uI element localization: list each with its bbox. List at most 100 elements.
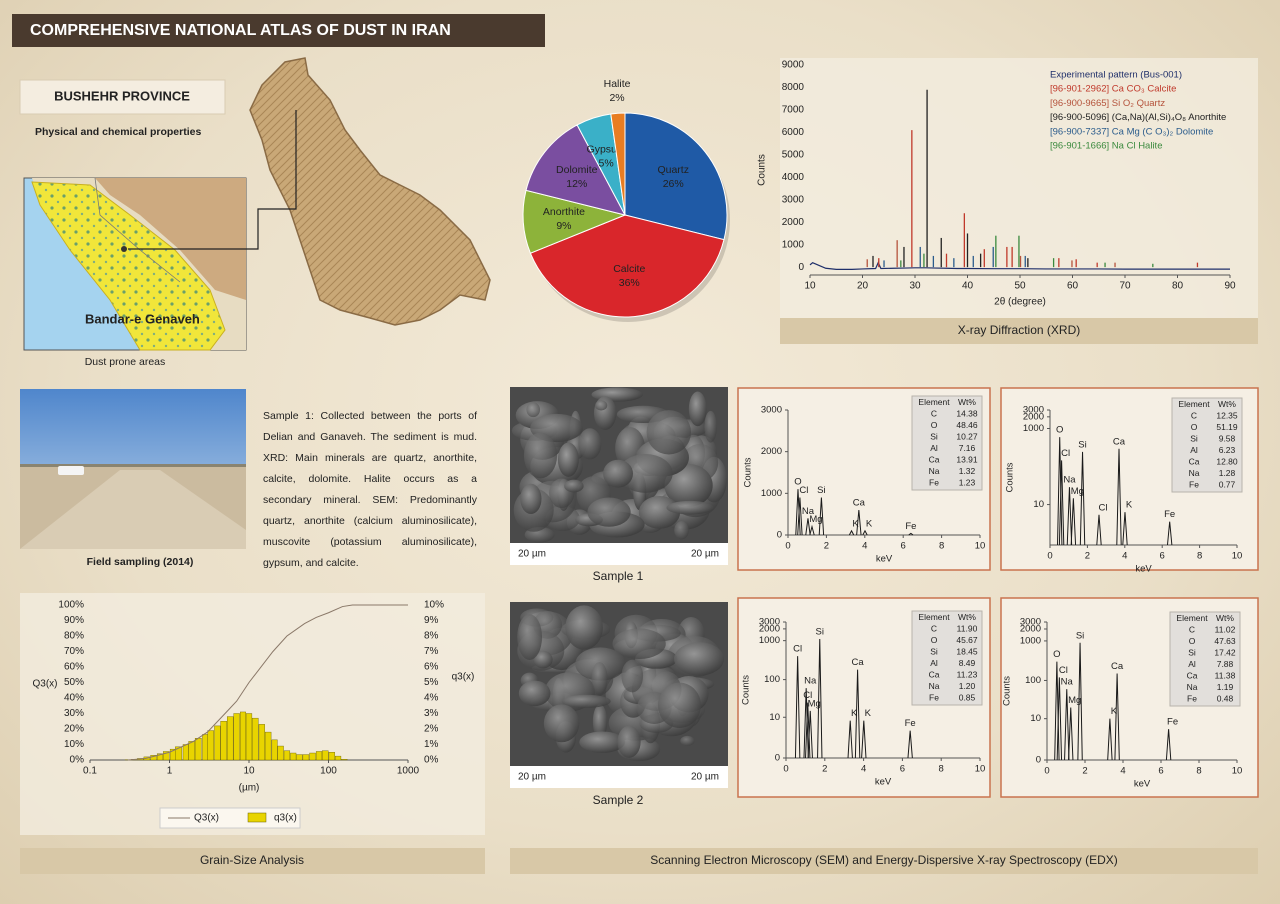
peak-label: Si xyxy=(817,485,825,496)
peak-label: O xyxy=(1053,649,1060,660)
peak-label: Ca xyxy=(1113,436,1126,447)
x-tick-label: 8 xyxy=(1197,551,1202,562)
y-axis-label: Q3(x) xyxy=(33,679,58,690)
diffraction-pattern xyxy=(809,261,1230,270)
x-tick-label: 0 xyxy=(783,764,788,775)
x-tick-label: 50 xyxy=(1014,281,1026,292)
pie-slice xyxy=(529,214,725,318)
sem-particle xyxy=(533,650,553,669)
section-title: X-ray Diffraction (XRD) xyxy=(958,323,1080,337)
y-tick-label: 1000 xyxy=(761,488,782,499)
x-tick-label: 10 xyxy=(1232,766,1243,777)
q3-bar xyxy=(233,713,240,761)
x-tick-label: 1 xyxy=(167,766,173,777)
table-cell: C xyxy=(1189,625,1195,635)
sem-particle xyxy=(674,521,689,540)
table-header: Element xyxy=(918,612,950,622)
y-tick-label: 40% xyxy=(64,693,84,704)
table-cell: C xyxy=(931,409,937,419)
sem-particle xyxy=(664,463,713,507)
spectrum-peak xyxy=(1122,512,1128,546)
y-tick-label: 100 xyxy=(1025,675,1041,686)
table-cell: Si xyxy=(930,647,938,657)
x-tick-label: 0 xyxy=(785,541,790,552)
spectrum-peak xyxy=(809,524,815,536)
table-cell: 1.20 xyxy=(959,681,976,691)
peak-label: Ca xyxy=(852,657,865,668)
table-cell: 11.90 xyxy=(957,624,978,634)
spectrum-peak xyxy=(818,497,825,536)
x-tick-label: 0 xyxy=(1044,766,1049,777)
table-cell: Si xyxy=(1190,434,1198,444)
table-cell: 10.27 xyxy=(956,432,978,442)
table-cell: O xyxy=(1191,422,1198,432)
y-axis-label: Counts xyxy=(757,154,768,186)
y-axis-label: Counts xyxy=(1002,676,1013,706)
table-cell: Al xyxy=(930,658,938,668)
y2-tick-label: 4% xyxy=(424,693,439,704)
table-cell: O xyxy=(931,420,938,430)
table-cell: 51.19 xyxy=(1216,422,1238,432)
table-cell: O xyxy=(931,635,938,645)
y-tick-label: 2000 xyxy=(759,623,780,634)
peak-label: Cl xyxy=(799,485,808,496)
y-tick-label: 8000 xyxy=(782,82,805,93)
q3-bar xyxy=(290,752,297,761)
q3-bar xyxy=(302,754,310,761)
q3-bar xyxy=(220,721,227,761)
y-axis-label: Counts xyxy=(1005,462,1016,492)
province-subtitle: Physical and chemical properties xyxy=(35,126,201,138)
spectrum-peak xyxy=(1116,448,1122,546)
x-tick-label: 10 xyxy=(804,281,816,292)
spectrum-peak xyxy=(1056,677,1063,761)
spectrum-peak xyxy=(1057,437,1063,546)
table-cell: Na xyxy=(929,681,940,691)
table-cell: Ca xyxy=(929,670,940,680)
sem-particle xyxy=(612,628,666,659)
sem-particle xyxy=(520,483,542,515)
spectrum-peak xyxy=(1070,498,1077,546)
slice-value: 12% xyxy=(566,178,587,190)
q3-bar xyxy=(277,745,284,761)
edx-table xyxy=(1171,397,1243,493)
y2-tick-label: 8% xyxy=(424,631,439,642)
y-tick-label: 2000 xyxy=(782,217,805,228)
sem-scale-strip xyxy=(510,543,728,565)
y-tick-label: 3000 xyxy=(759,617,780,628)
table-cell: Na xyxy=(1189,468,1200,478)
sem-particle xyxy=(565,605,603,650)
x-axis-label: 2θ (degree) xyxy=(994,297,1046,308)
slice-label: Calcite xyxy=(613,263,645,275)
y-tick-label: 0 xyxy=(798,262,804,273)
q3-bar xyxy=(315,751,323,761)
q3-bar xyxy=(335,755,342,761)
y2-tick-label: 10% xyxy=(424,600,444,611)
spectrum-peak xyxy=(797,497,803,536)
table-cell: Al xyxy=(1188,659,1196,669)
sem-particle xyxy=(561,694,611,708)
legend-swatch xyxy=(247,812,267,823)
y-tick-label: 1000 xyxy=(782,239,805,250)
slice-value: 5% xyxy=(598,158,613,170)
legend-entry: Experimental pattern (Bus-001) xyxy=(1050,70,1182,81)
x-tick-label: 0.1 xyxy=(83,766,97,777)
peak-label: Si xyxy=(1078,439,1086,450)
peak-label: K xyxy=(851,708,858,719)
x-tick-label: 100 xyxy=(320,766,337,777)
table-cell: Si xyxy=(1188,648,1196,658)
sem-particle xyxy=(646,410,692,455)
peak-label: Cl xyxy=(1061,448,1070,459)
peak-label: O xyxy=(1056,425,1063,436)
sem-particle xyxy=(523,432,558,479)
table-cell: 18.45 xyxy=(956,647,978,657)
edx-table xyxy=(1169,611,1241,707)
spectrum-peak xyxy=(803,688,809,759)
spectrum-peak xyxy=(1077,642,1083,761)
table-cell: 6.23 xyxy=(1219,445,1236,455)
spectrum-peak xyxy=(794,656,801,759)
spectrum-peak xyxy=(848,529,855,536)
q3-bar xyxy=(296,754,303,761)
q3-bar xyxy=(163,751,170,761)
q3-bar xyxy=(245,713,253,761)
slice-value: 2% xyxy=(609,92,624,104)
